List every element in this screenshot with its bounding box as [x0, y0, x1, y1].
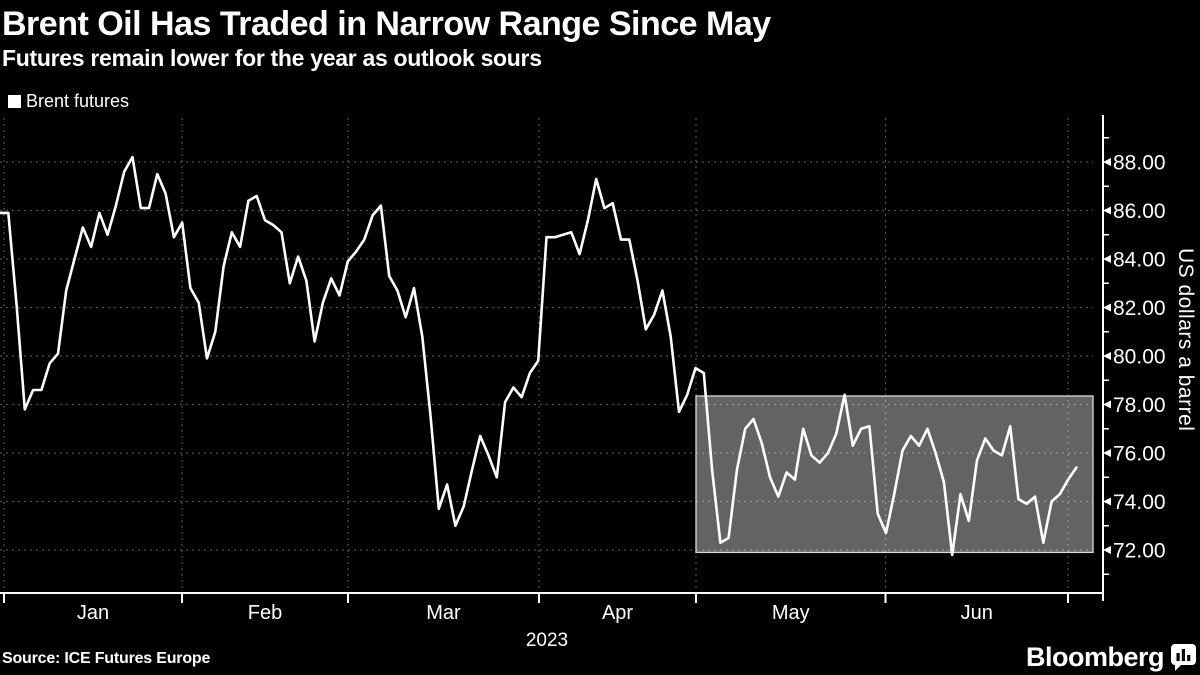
y-tick-label: 76.00	[1113, 442, 1166, 465]
y-tick-label: 88.00	[1113, 151, 1166, 174]
y-tick-label: 78.00	[1113, 394, 1166, 417]
x-tick-label-month: Apr	[602, 602, 633, 624]
narrow-range-highlight-box	[696, 396, 1093, 553]
bloomberg-chart-bubble-icon	[1171, 644, 1196, 671]
bloomberg-logo: Bloomberg	[1026, 642, 1196, 673]
legend-label: Brent futures	[26, 91, 130, 111]
x-tick-label-month: May	[772, 602, 810, 624]
y-tick-label: 74.00	[1113, 491, 1166, 514]
y-tick-arrow	[1103, 255, 1111, 263]
y-tick-arrow	[1103, 449, 1111, 457]
chart-title: Brent Oil Has Traded in Narrow Range Sin…	[2, 5, 771, 43]
y-axis-title: US dollars a barrel	[1174, 248, 1197, 432]
x-tick-label-month: Feb	[248, 602, 282, 624]
y-tick-arrow	[1103, 546, 1111, 554]
chart-subtitle: Futures remain lower for the year as out…	[2, 45, 542, 71]
brent-futures-line	[0, 155, 1078, 557]
x-tick-label-month: Jun	[961, 602, 993, 624]
y-tick-arrow	[1103, 303, 1111, 312]
y-tick-label: 72.00	[1113, 539, 1166, 562]
x-tick-label-month: Mar	[426, 602, 461, 624]
y-tick-label: 84.00	[1113, 248, 1166, 271]
y-tick-arrow	[1103, 400, 1111, 409]
source-text: Source: ICE Futures Europe	[2, 650, 211, 667]
bloomberg-logo-text: Bloomberg	[1025, 642, 1165, 672]
narrow-range-box-border	[695, 395, 1094, 554]
legend-swatch	[8, 95, 21, 108]
y-tick-arrow	[1103, 352, 1111, 360]
y-tick-label: 82.00	[1113, 297, 1166, 320]
x-tick-label-month: Jan	[77, 602, 109, 624]
y-tick-arrow	[1103, 497, 1111, 506]
y-tick-arrow	[1103, 206, 1111, 215]
y-tick-label: 86.00	[1113, 200, 1166, 223]
y-tick-label: 80.00	[1113, 345, 1166, 368]
x-axis-year-label: 2023	[526, 630, 568, 651]
y-tick-arrow	[1103, 158, 1111, 166]
legend: Brent futures	[8, 91, 129, 112]
